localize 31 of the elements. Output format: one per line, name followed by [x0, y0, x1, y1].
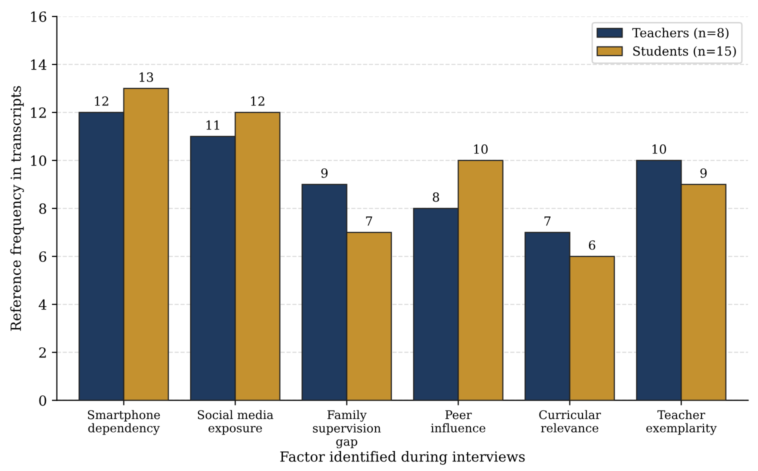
- data-label: 12: [95, 96, 108, 106]
- data-label: 11: [206, 120, 220, 130]
- data-label: 12: [251, 96, 264, 106]
- legend-label: Teachers (n=8): [632, 28, 728, 40]
- x-tick-label: Family supervision gap: [312, 410, 381, 448]
- x-tick-label: Teacher exemplarity: [646, 410, 717, 435]
- y-axis-title: Reference frequency in transcripts: [10, 86, 24, 331]
- data-label: 10: [652, 144, 666, 154]
- x-tick-label: Curricular relevance: [539, 410, 601, 432]
- data-label: 10: [474, 144, 488, 154]
- data-label: 6: [588, 240, 596, 250]
- data-label: 7: [366, 216, 372, 226]
- x-tick-label: Smartphone dependency: [88, 410, 160, 435]
- data-label: 8: [432, 192, 440, 202]
- x-axis-title: Factor identified during interviews: [280, 451, 525, 465]
- y-tick-label: 6: [39, 251, 46, 262]
- x-tick-label: Social media exposure: [198, 410, 274, 435]
- data-label: 9: [321, 168, 328, 178]
- y-tick-label: 12: [31, 107, 46, 118]
- y-tick-label: 14: [31, 59, 46, 70]
- data-label: 9: [700, 168, 707, 178]
- data-label: 7: [544, 216, 551, 226]
- y-tick-label: 2: [39, 347, 46, 358]
- legend-label: Students (n=15): [633, 46, 736, 58]
- y-tick-label: 10: [31, 155, 46, 166]
- y-tick-label: 4: [38, 299, 46, 310]
- x-tick-label: Peer influence: [431, 410, 486, 432]
- y-tick-label: 8: [39, 203, 46, 214]
- y-tick-label: 0: [39, 395, 46, 406]
- data-label: 13: [140, 72, 154, 82]
- y-tick-label: 16: [31, 11, 46, 22]
